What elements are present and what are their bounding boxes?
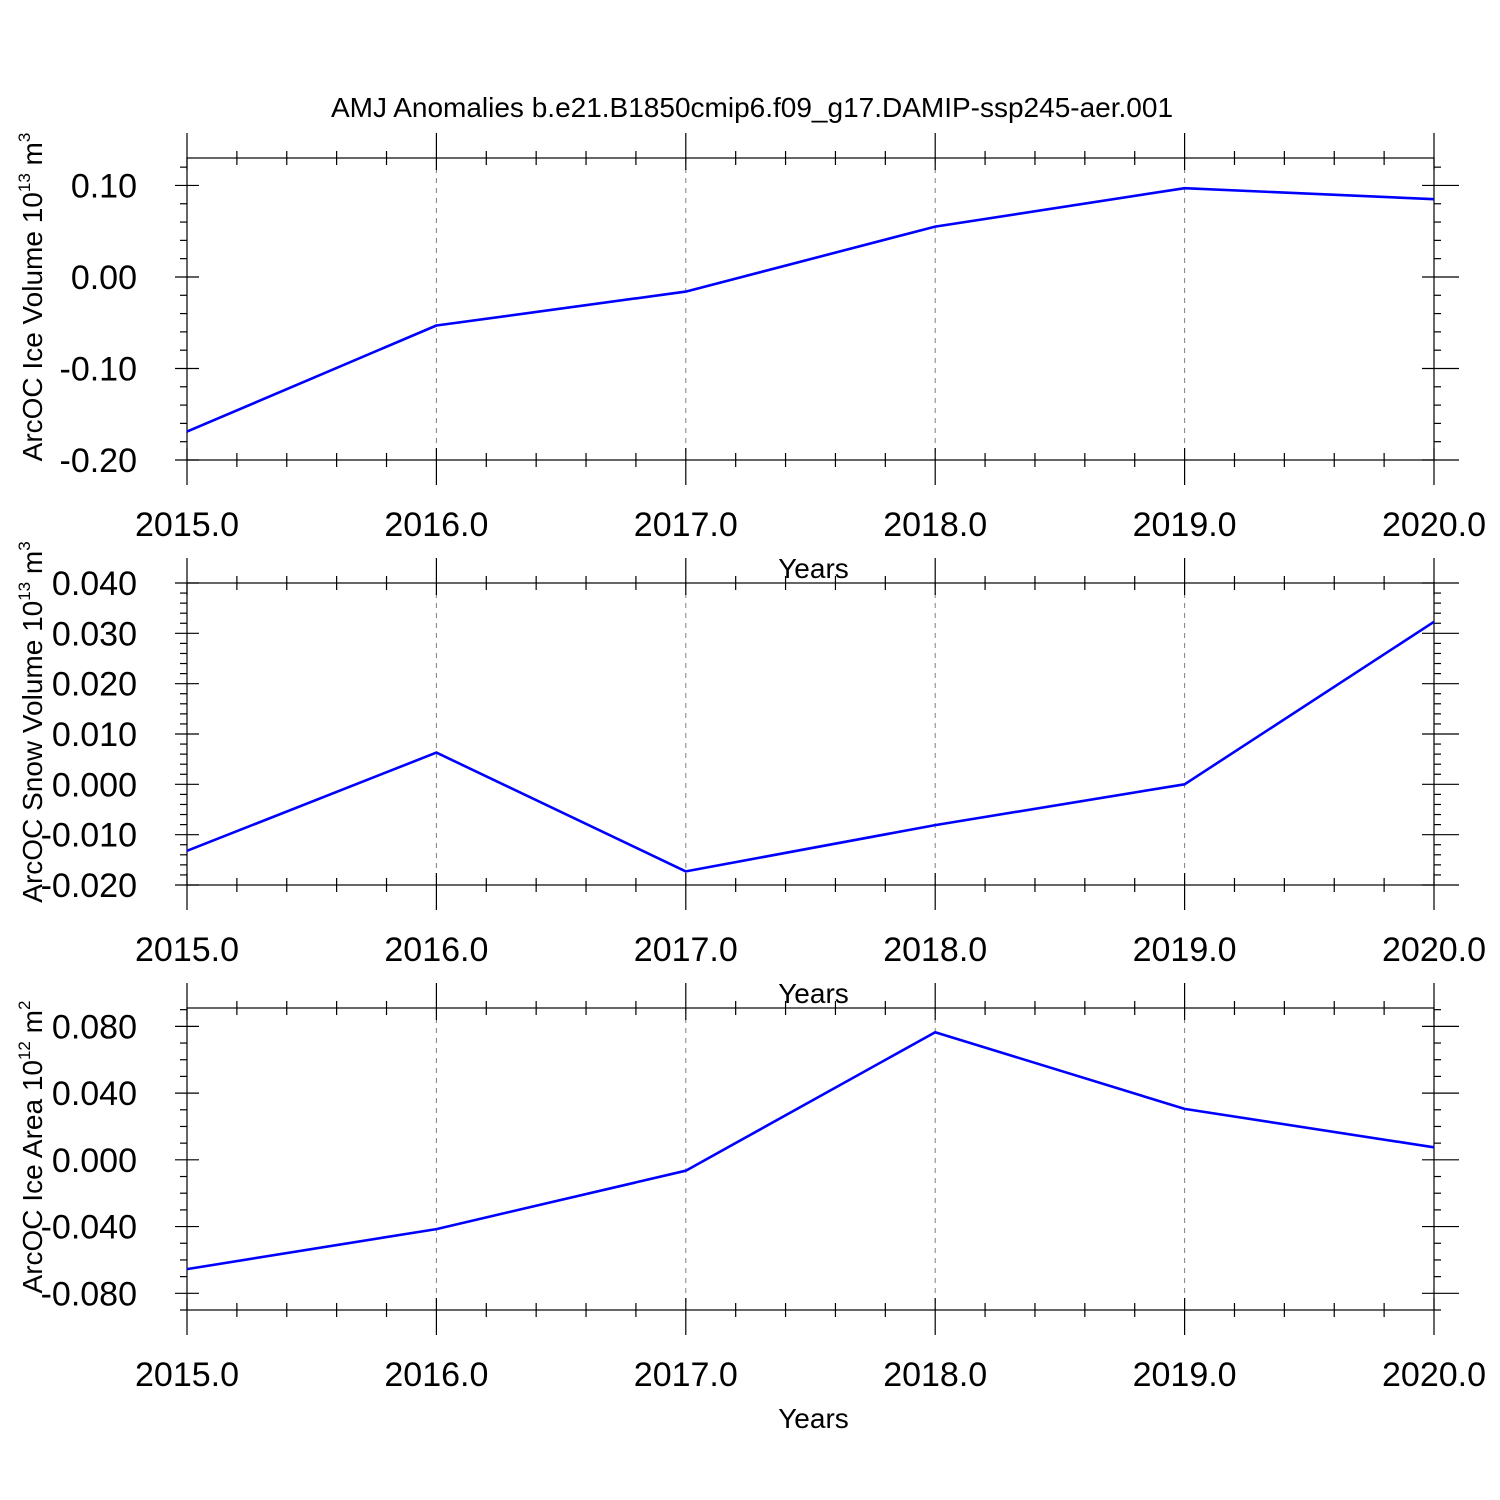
x-tick-label: 2019.0 — [1133, 931, 1237, 969]
y-tick-label: 0.040 — [52, 1075, 137, 1113]
plot-frame — [186, 1007, 1435, 1311]
y-axis-title-text: m — [17, 551, 48, 582]
data-point — [434, 323, 438, 327]
y-tick-label: -0.010 — [41, 817, 137, 855]
chart-panel-1: -0.20 -0.10 0.00 0.10 2015.0 2016.0 2017.0 2018… — [15, 133, 1486, 584]
x-tick-label: 2020.0 — [1382, 1356, 1486, 1394]
y-tick-label: 0.040 — [52, 565, 137, 603]
y-axis-title: ArcOC Ice Area 1012 m2 — [15, 1001, 48, 1294]
x-tick-label: 2020.0 — [1382, 506, 1486, 544]
x-tick-label: 2015.0 — [135, 931, 239, 969]
y-axis-title-superscript: 3 — [15, 133, 34, 142]
x-tick-label: 2020.0 — [1382, 931, 1486, 969]
y-axis-title-text: m — [17, 142, 48, 173]
data-point — [933, 225, 937, 229]
x-tick-label: 2017.0 — [634, 931, 738, 969]
data-point — [1183, 782, 1187, 786]
y-tick-label: 0.020 — [52, 666, 137, 704]
y-tick-label: 0.10 — [71, 167, 137, 205]
y-axis-title-text: m — [17, 1010, 48, 1041]
y-axis-title-text: ArcOC Snow Volume 10 — [17, 601, 48, 903]
data-point — [1183, 186, 1187, 190]
y-tick-label: 0.000 — [52, 1142, 137, 1180]
series-line — [186, 620, 1435, 873]
y-axis-title-superscript: 13 — [15, 582, 34, 601]
y-tick-label: 0.00 — [71, 259, 137, 297]
y-tick-label: -0.020 — [41, 867, 137, 905]
x-tick-label: 2015.0 — [135, 506, 239, 544]
data-point — [933, 1030, 937, 1034]
x-tick-label: 2018.0 — [883, 1356, 987, 1394]
x-tick-label: 2018.0 — [883, 506, 987, 544]
y-tick-label: -0.20 — [60, 442, 138, 480]
data-point — [1432, 1145, 1436, 1149]
y-axis-title-superscript: 3 — [15, 541, 34, 550]
x-tick-label: 2018.0 — [883, 931, 987, 969]
x-axis-title: Years — [778, 553, 849, 584]
y-axis-title-superscript: 2 — [15, 1001, 34, 1010]
y-tick-label: 0.010 — [52, 716, 137, 754]
x-tick-label: 2016.0 — [384, 931, 488, 969]
data-point — [1183, 1107, 1187, 1111]
data-point — [434, 1227, 438, 1231]
x-axis-title: Years — [778, 978, 849, 1009]
y-tick-label: -0.040 — [41, 1209, 137, 1247]
panels: -0.20 -0.10 0.00 0.10 2015.0 2016.0 2017.0 2018… — [15, 133, 1486, 1434]
data-point — [933, 823, 937, 827]
x-tick-label: 2019.0 — [1133, 1356, 1237, 1394]
x-tick-label: 2015.0 — [135, 1356, 239, 1394]
y-tick-label: -0.080 — [41, 1275, 137, 1313]
data-point — [185, 849, 189, 853]
data-point — [185, 1267, 189, 1271]
y-tick-label: 0.000 — [52, 766, 137, 804]
series-line — [186, 186, 1435, 433]
x-axis-title: Years — [778, 1403, 849, 1434]
y-axis-title-superscript: 13 — [15, 173, 34, 192]
x-tick-label: 2016.0 — [384, 506, 488, 544]
y-axis-title-text: ArcOC Ice Area 10 — [17, 1060, 48, 1293]
chart-panel-2: -0.020 -0.010 0.000 0.010 0.020 0.030 0.040 201… — [15, 541, 1486, 1009]
y-axis-title-text: ArcOC Ice Volume 10 — [17, 192, 48, 461]
series-line — [186, 1030, 1435, 1271]
plot-frame — [186, 157, 1435, 461]
data-point — [434, 751, 438, 755]
chart-panel-3: -0.080 -0.040 0.000 0.040 0.080 2015.0 2016.0 2… — [15, 983, 1486, 1434]
y-axis-title: ArcOC Ice Volume 1013 m3 — [15, 133, 48, 462]
y-tick-label: 0.080 — [52, 1008, 137, 1046]
data-point — [1432, 620, 1436, 624]
data-point — [684, 1169, 688, 1173]
y-tick-label: -0.10 — [60, 350, 138, 388]
y-axis-title: ArcOC Snow Volume 1013 m3 — [15, 541, 48, 902]
data-point — [185, 430, 189, 434]
x-tick-label: 2017.0 — [634, 1356, 738, 1394]
x-tick-label: 2019.0 — [1133, 506, 1237, 544]
x-tick-label: 2016.0 — [384, 1356, 488, 1394]
data-point — [684, 869, 688, 873]
x-tick-label: 2017.0 — [634, 506, 738, 544]
data-point — [684, 290, 688, 294]
data-point — [1432, 197, 1436, 201]
figure-title: AMJ Anomalies b.e21.B1850cmip6.f09_g17.D… — [331, 92, 1173, 123]
y-axis-title-superscript: 12 — [15, 1041, 34, 1060]
y-tick-label: 0.030 — [52, 615, 137, 653]
